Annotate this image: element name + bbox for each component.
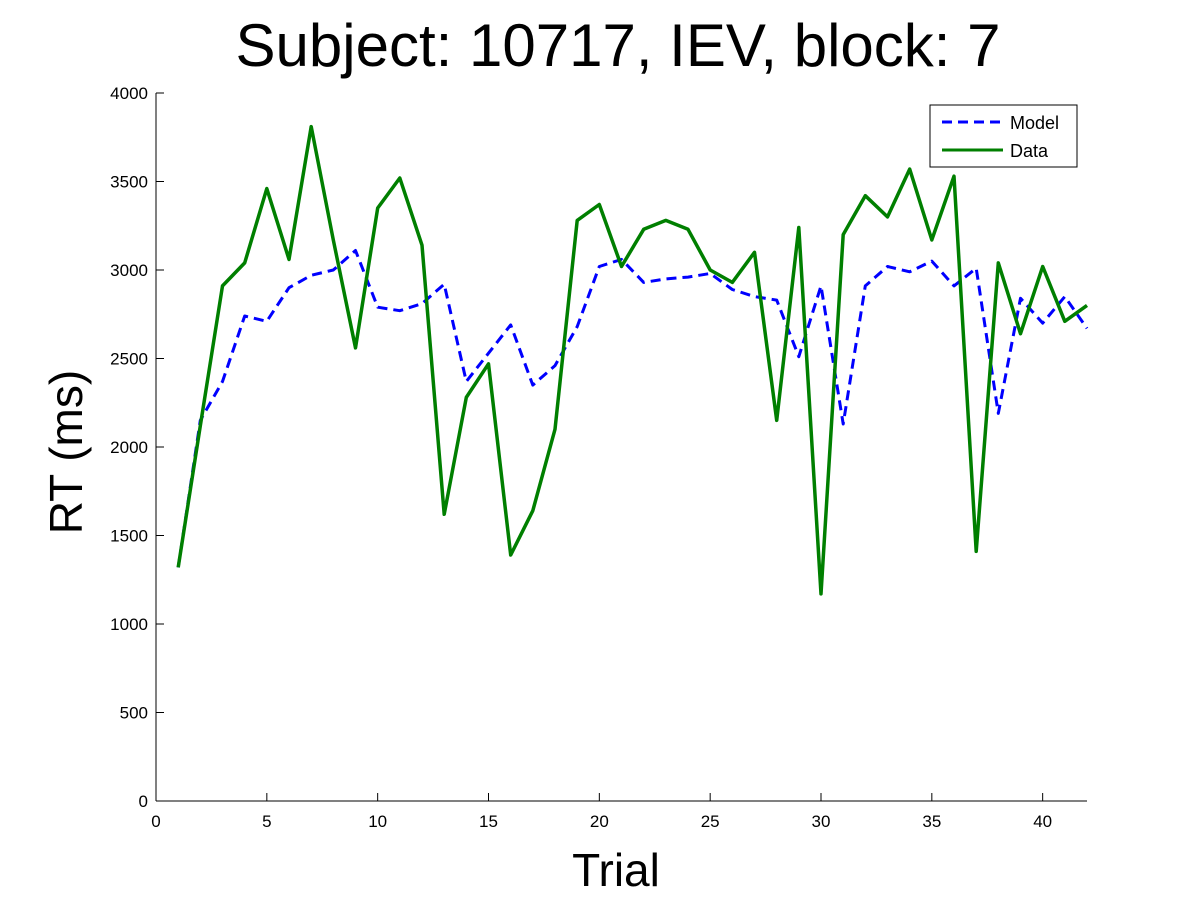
y-tick-label: 0: [139, 792, 148, 811]
x-tick-label: 10: [368, 812, 387, 831]
y-tick-label: 2000: [110, 438, 148, 457]
series-line-model: [176, 249, 1089, 568]
y-tick-label: 500: [120, 704, 148, 723]
series-line-data: [176, 124, 1089, 596]
y-tick-label: 3500: [110, 173, 148, 192]
series-layer: [176, 124, 1089, 596]
chart-title: Subject: 10717, IEV, block: 7: [236, 12, 1001, 79]
legend-label-model: Model: [1010, 113, 1059, 133]
x-tick-label: 15: [479, 812, 498, 831]
y-tick-label: 1500: [110, 527, 148, 546]
y-tick-label: 4000: [110, 84, 148, 103]
x-tick-label: 40: [1033, 812, 1052, 831]
legend-label-data: Data: [1010, 141, 1049, 161]
x-tick-label: 0: [151, 812, 160, 831]
x-tick-label: 20: [590, 812, 609, 831]
x-tick-label: 25: [701, 812, 720, 831]
x-axis-label: Trial: [572, 844, 660, 896]
x-tick-label: 35: [922, 812, 941, 831]
x-tick-label: 5: [262, 812, 271, 831]
y-axis-label: RT (ms): [40, 370, 92, 534]
legend-box: [929, 104, 1078, 168]
y-tick-label: 2500: [110, 350, 148, 369]
axes: 0 5 10 15 20 25 30 35 40 0 500 1000 1500 2000 2500 3000…: [110, 84, 1087, 831]
x-tick-label: 30: [812, 812, 831, 831]
y-tick-label: 1000: [110, 615, 148, 634]
legend: Model Data: [929, 104, 1078, 168]
y-tick-label: 3000: [110, 261, 148, 280]
